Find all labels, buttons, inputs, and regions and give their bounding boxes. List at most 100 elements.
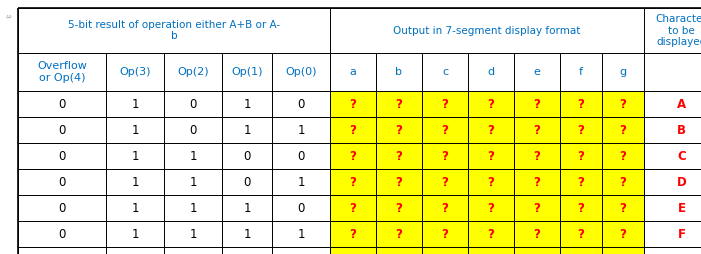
Bar	[560, 169, 602, 195]
Text: 0: 0	[297, 201, 305, 214]
Bar	[514, 195, 560, 221]
Bar	[18, 247, 106, 254]
Text: e: e	[533, 67, 540, 77]
Text: Op(0): Op(0)	[285, 67, 317, 77]
Bar	[468, 195, 514, 221]
Text: ?: ?	[442, 98, 449, 110]
Text: 0: 0	[58, 150, 66, 163]
Text: 1: 1	[243, 228, 251, 241]
Text: ?: ?	[620, 228, 627, 241]
Bar	[106, 221, 164, 247]
Bar	[330, 195, 376, 221]
Bar	[422, 143, 468, 169]
Bar	[468, 195, 514, 221]
Bar	[376, 143, 422, 169]
Text: ?: ?	[395, 150, 402, 163]
Bar	[422, 247, 468, 254]
Bar	[106, 247, 164, 254]
Bar	[468, 221, 514, 247]
Text: ?: ?	[488, 123, 494, 136]
Text: 1: 1	[131, 150, 139, 163]
Bar	[422, 117, 468, 143]
Text: ?: ?	[620, 150, 627, 163]
Bar	[18, 143, 106, 169]
Bar	[376, 117, 422, 143]
Bar	[164, 169, 222, 195]
Text: 1: 1	[131, 176, 139, 188]
Bar	[422, 91, 468, 117]
Text: 0: 0	[189, 123, 197, 136]
Text: ?: ?	[350, 228, 356, 241]
Text: 1: 1	[243, 123, 251, 136]
Bar	[644, 221, 701, 247]
Text: F: F	[677, 228, 686, 241]
Text: b: b	[395, 67, 402, 77]
Text: ?: ?	[442, 123, 449, 136]
Bar	[18, 8, 330, 53]
Text: 0: 0	[58, 176, 66, 188]
Bar	[106, 169, 164, 195]
Bar	[560, 143, 602, 169]
Bar	[164, 247, 222, 254]
Text: 0: 0	[189, 98, 197, 110]
Bar	[376, 169, 422, 195]
Bar	[514, 169, 560, 195]
Text: d: d	[487, 67, 495, 77]
Text: ?: ?	[533, 176, 540, 188]
Bar	[272, 221, 330, 247]
Bar	[468, 221, 514, 247]
Bar	[106, 53, 164, 91]
Text: 1: 1	[131, 98, 139, 110]
Text: 0: 0	[243, 150, 251, 163]
Bar	[376, 195, 422, 221]
Bar	[514, 195, 560, 221]
Bar	[422, 221, 468, 247]
Text: ?: ?	[620, 98, 627, 110]
Text: ?: ?	[578, 150, 585, 163]
Bar	[330, 195, 376, 221]
Bar	[376, 91, 422, 117]
Bar	[602, 143, 644, 169]
Bar	[602, 91, 644, 117]
Text: 0: 0	[58, 98, 66, 110]
Bar	[18, 53, 106, 91]
Bar	[164, 143, 222, 169]
Text: f: f	[579, 67, 583, 77]
Text: 1: 1	[189, 228, 197, 241]
Text: Overflow
or Op(4): Overflow or Op(4)	[37, 61, 87, 83]
Bar	[514, 247, 560, 254]
Bar	[514, 91, 560, 117]
Text: 1: 1	[131, 201, 139, 214]
Text: ?: ?	[533, 98, 540, 110]
Bar	[644, 169, 701, 195]
Text: 1: 1	[58, 253, 66, 254]
Bar	[514, 143, 560, 169]
Bar	[18, 195, 106, 221]
Bar	[602, 195, 644, 221]
Text: ?: ?	[442, 253, 449, 254]
Bar	[602, 247, 644, 254]
Text: ?: ?	[442, 150, 449, 163]
Text: ?: ?	[488, 150, 494, 163]
Bar	[330, 143, 376, 169]
Bar	[272, 247, 330, 254]
Text: ?: ?	[350, 253, 356, 254]
Text: 1: 1	[131, 228, 139, 241]
Text: Op(2): Op(2)	[177, 67, 209, 77]
Text: ?: ?	[578, 228, 585, 241]
Text: 0: 0	[58, 228, 66, 241]
Bar	[222, 169, 272, 195]
Bar	[376, 221, 422, 247]
Bar	[602, 117, 644, 143]
Bar	[330, 169, 376, 195]
Text: 1: 1	[297, 228, 305, 241]
Bar	[514, 169, 560, 195]
Text: ?: ?	[488, 98, 494, 110]
Bar	[330, 143, 376, 169]
Bar	[644, 91, 701, 117]
Bar	[330, 221, 376, 247]
Bar	[602, 247, 644, 254]
Bar	[422, 117, 468, 143]
Bar	[422, 195, 468, 221]
Bar	[330, 91, 376, 117]
